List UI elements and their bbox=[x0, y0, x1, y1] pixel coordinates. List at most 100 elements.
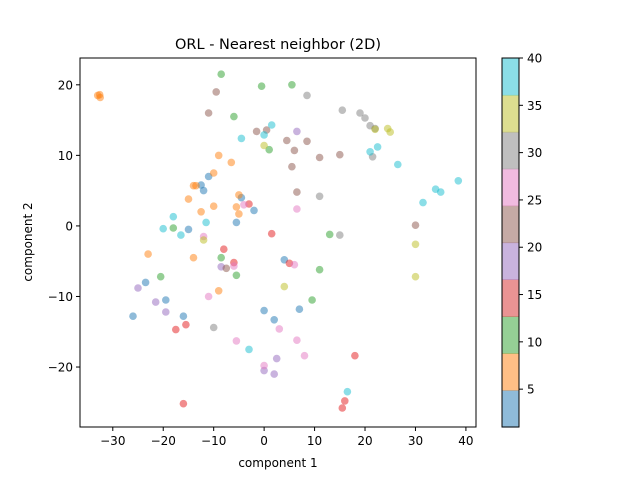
colorbar-segment bbox=[502, 58, 519, 96]
data-point bbox=[336, 231, 344, 239]
data-point bbox=[250, 206, 258, 215]
data-point bbox=[293, 205, 301, 213]
data-point bbox=[267, 229, 276, 238]
data-point bbox=[182, 320, 190, 329]
data-point bbox=[162, 296, 170, 304]
data-point bbox=[280, 282, 289, 291]
colorbar-segment bbox=[502, 390, 519, 428]
data-point bbox=[184, 225, 193, 234]
data-point bbox=[232, 203, 241, 211]
colorbar-segment bbox=[502, 131, 519, 170]
data-point bbox=[245, 345, 253, 354]
data-point bbox=[237, 134, 246, 143]
data-point bbox=[141, 278, 150, 287]
data-point bbox=[293, 188, 301, 196]
data-point bbox=[411, 221, 420, 229]
y-tick-label: −20 bbox=[48, 361, 73, 375]
data-point bbox=[235, 191, 243, 199]
colorbar-tick-label: 35 bbox=[527, 99, 542, 113]
data-point bbox=[214, 151, 223, 160]
data-point bbox=[209, 323, 218, 332]
colorbar-segment bbox=[502, 242, 519, 280]
data-point bbox=[144, 250, 152, 258]
data-point bbox=[267, 121, 276, 129]
data-point bbox=[252, 127, 261, 136]
data-point bbox=[454, 177, 463, 185]
chart-title: ORL - Nearest neighbor (2D) bbox=[175, 37, 381, 53]
data-point bbox=[169, 212, 178, 221]
x-tick-label: −10 bbox=[201, 434, 226, 448]
data-point bbox=[303, 137, 311, 146]
data-point bbox=[419, 198, 427, 207]
data-point bbox=[260, 141, 268, 150]
data-point bbox=[172, 325, 180, 334]
data-point bbox=[315, 192, 324, 201]
data-point bbox=[325, 230, 334, 239]
data-point bbox=[214, 287, 223, 295]
x-tick-label: 10 bbox=[307, 434, 322, 448]
colorbar-segment bbox=[502, 279, 519, 317]
data-point bbox=[411, 240, 420, 249]
data-point bbox=[169, 224, 178, 232]
data-point bbox=[257, 82, 266, 90]
colorbar-tick-label: 25 bbox=[527, 193, 542, 207]
data-point bbox=[177, 231, 185, 239]
colorbar-segment bbox=[502, 205, 519, 244]
y-tick-label: 0 bbox=[65, 219, 73, 233]
data-point bbox=[336, 150, 344, 159]
x-tick-label: 30 bbox=[408, 434, 423, 448]
data-point bbox=[361, 114, 369, 122]
data-point bbox=[366, 148, 374, 156]
data-point bbox=[179, 399, 188, 408]
data-point bbox=[151, 298, 160, 306]
y-tick-label: 20 bbox=[58, 78, 73, 92]
colorbar-segment bbox=[502, 94, 519, 133]
data-point bbox=[189, 253, 198, 262]
data-point bbox=[202, 218, 210, 227]
data-point bbox=[199, 236, 208, 244]
data-point bbox=[129, 312, 137, 321]
data-point bbox=[275, 325, 284, 333]
colorbar-tick-label: 10 bbox=[527, 335, 542, 349]
data-point bbox=[288, 162, 296, 171]
data-point bbox=[290, 260, 299, 269]
colorbar-tick-label: 30 bbox=[527, 146, 542, 160]
data-point bbox=[232, 271, 241, 280]
x-axis-ticks: −30 −20 −10 0 10 20 30 40 bbox=[100, 427, 474, 448]
data-point bbox=[95, 90, 104, 99]
colorbar-frame bbox=[501, 57, 520, 428]
data-point bbox=[293, 127, 301, 136]
data-point bbox=[341, 397, 349, 405]
data-point bbox=[209, 202, 218, 210]
data-point bbox=[260, 306, 268, 315]
data-point bbox=[394, 160, 402, 169]
data-point bbox=[343, 387, 352, 396]
data-point bbox=[227, 158, 236, 167]
data-point bbox=[290, 146, 299, 155]
y-axis-ticks: −20 −10 0 10 20 bbox=[48, 78, 80, 375]
data-point bbox=[260, 361, 268, 370]
x-tick-label: −30 bbox=[100, 434, 125, 448]
data-point bbox=[315, 265, 324, 274]
colorbar-tick-label: 20 bbox=[527, 241, 542, 255]
data-point bbox=[222, 264, 231, 273]
data-point bbox=[134, 284, 142, 292]
data-point bbox=[232, 337, 241, 345]
data-point bbox=[300, 351, 309, 360]
data-point bbox=[293, 336, 301, 345]
data-point bbox=[356, 109, 364, 117]
data-point bbox=[240, 201, 248, 209]
data-point bbox=[162, 308, 170, 316]
data-point bbox=[260, 131, 268, 139]
data-point bbox=[235, 210, 243, 218]
data-point bbox=[371, 125, 379, 134]
y-axis-label: component 2 bbox=[21, 202, 35, 281]
data-point bbox=[199, 186, 208, 195]
data-point bbox=[220, 245, 228, 253]
data-point bbox=[192, 181, 200, 190]
plot-frame bbox=[79, 57, 477, 428]
data-point bbox=[159, 224, 167, 233]
data-point bbox=[230, 112, 238, 121]
colorbar-tick-label: 15 bbox=[527, 288, 542, 302]
data-point bbox=[295, 305, 304, 314]
